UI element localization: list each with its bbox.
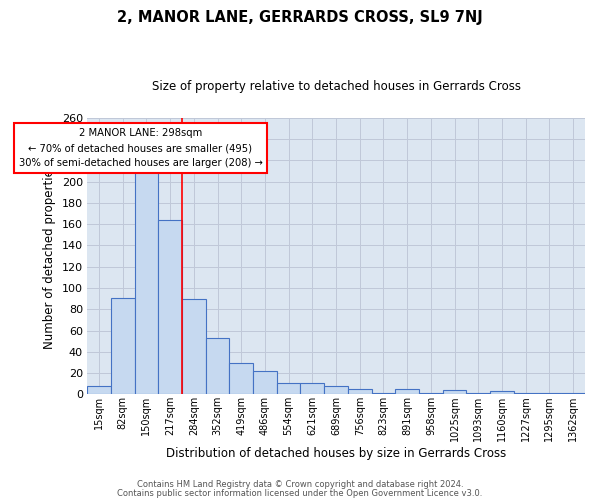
Bar bbox=[182, 298, 206, 394]
Bar bbox=[443, 390, 466, 394]
Bar bbox=[206, 338, 229, 394]
Bar bbox=[277, 382, 301, 394]
Bar bbox=[301, 382, 324, 394]
Bar bbox=[348, 389, 371, 394]
Bar bbox=[87, 386, 111, 394]
X-axis label: Distribution of detached houses by size in Gerrards Cross: Distribution of detached houses by size … bbox=[166, 447, 506, 460]
Bar bbox=[158, 220, 182, 394]
Bar bbox=[111, 298, 134, 394]
Bar bbox=[324, 386, 348, 394]
Text: Contains public sector information licensed under the Open Government Licence v3: Contains public sector information licen… bbox=[118, 488, 482, 498]
Text: Contains HM Land Registry data © Crown copyright and database right 2024.: Contains HM Land Registry data © Crown c… bbox=[137, 480, 463, 489]
Title: Size of property relative to detached houses in Gerrards Cross: Size of property relative to detached ho… bbox=[152, 80, 521, 93]
Bar bbox=[253, 371, 277, 394]
Bar bbox=[490, 391, 514, 394]
Bar bbox=[134, 164, 158, 394]
Y-axis label: Number of detached properties: Number of detached properties bbox=[43, 163, 56, 349]
Text: 2 MANOR LANE: 298sqm
← 70% of detached houses are smaller (495)
30% of semi-deta: 2 MANOR LANE: 298sqm ← 70% of detached h… bbox=[19, 128, 262, 168]
Bar bbox=[229, 362, 253, 394]
Bar bbox=[395, 389, 419, 394]
Text: 2, MANOR LANE, GERRARDS CROSS, SL9 7NJ: 2, MANOR LANE, GERRARDS CROSS, SL9 7NJ bbox=[117, 10, 483, 25]
